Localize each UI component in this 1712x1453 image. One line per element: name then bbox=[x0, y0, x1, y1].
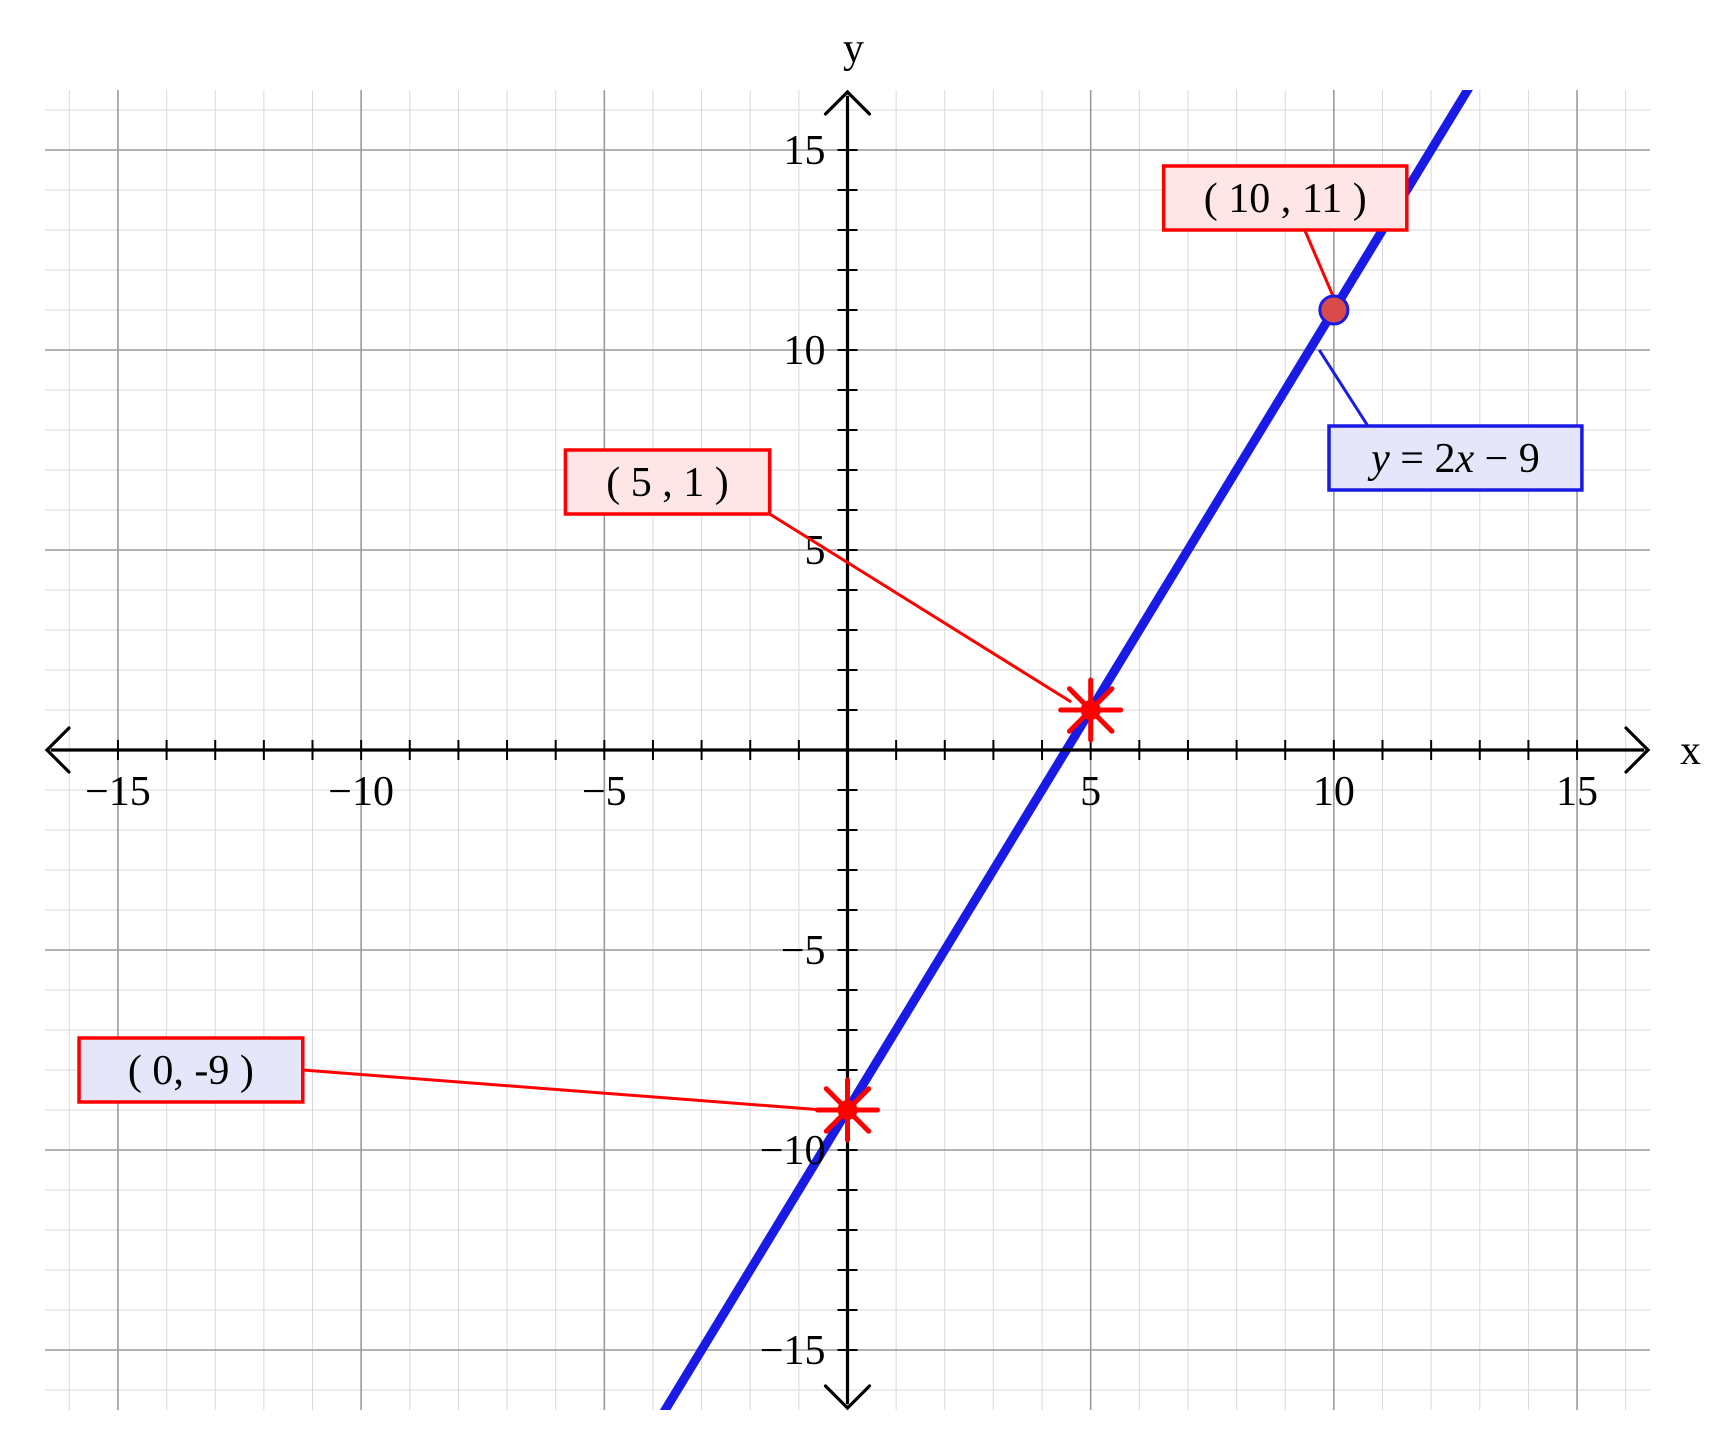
equation-callout: y = 2x − 9 bbox=[1329, 426, 1582, 490]
x-tick-label: −5 bbox=[582, 769, 627, 815]
y-tick-label: −10 bbox=[760, 1128, 826, 1174]
x-tick-label: −15 bbox=[85, 769, 151, 815]
point-marker bbox=[1061, 680, 1121, 740]
x-tick-label: 15 bbox=[1556, 769, 1598, 815]
x-tick-label: −10 bbox=[328, 769, 394, 815]
point-callout: ( 0, -9 ) bbox=[79, 1038, 303, 1102]
svg-text:( 5 , 1 ): ( 5 , 1 ) bbox=[606, 460, 728, 506]
point-marker bbox=[818, 1080, 878, 1140]
x-tick-label: 5 bbox=[1080, 769, 1101, 815]
y-tick-label: 5 bbox=[805, 528, 826, 574]
y-tick-label: 15 bbox=[784, 128, 826, 174]
point-callout: ( 5 , 1 ) bbox=[565, 450, 769, 514]
point-marker bbox=[1320, 296, 1348, 324]
svg-text:( 10 , 11 ): ( 10 , 11 ) bbox=[1204, 176, 1367, 222]
y-axis-label: y bbox=[843, 26, 864, 72]
y-tick-label: −5 bbox=[781, 928, 826, 974]
svg-text:( 0, -9 ): ( 0, -9 ) bbox=[128, 1048, 254, 1094]
x-axis-label: x bbox=[1680, 728, 1701, 774]
svg-text:y = 2x − 9: y = 2x − 9 bbox=[1367, 436, 1540, 482]
point-callout: ( 10 , 11 ) bbox=[1164, 166, 1407, 230]
y-tick-label: 10 bbox=[784, 328, 826, 374]
x-tick-label: 10 bbox=[1313, 769, 1355, 815]
y-tick-label: −15 bbox=[760, 1328, 826, 1374]
linear-graph: −15 −10 −5 5 10 15 −15 −10 −5 5 10 15 x y y = 2x − 9 ( … bbox=[0, 0, 1712, 1453]
